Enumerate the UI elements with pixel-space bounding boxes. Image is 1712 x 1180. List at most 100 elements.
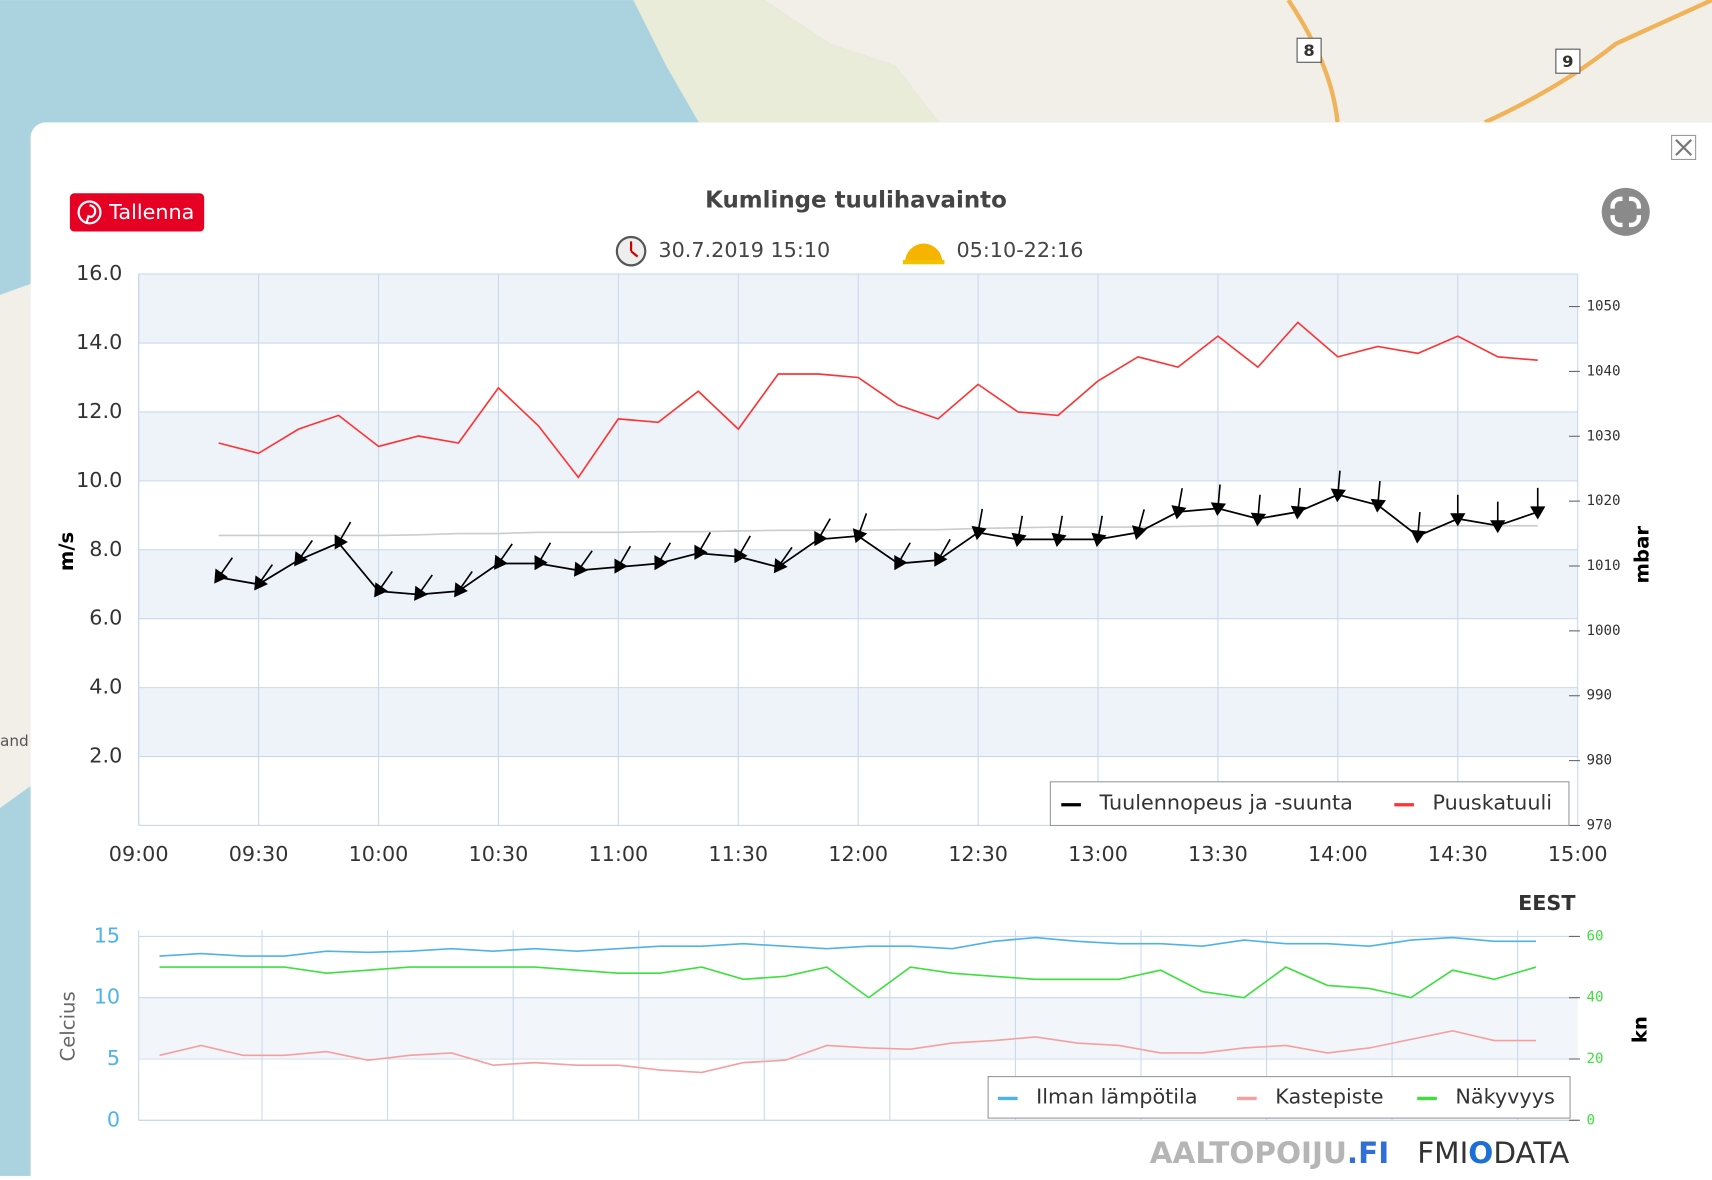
wind-arrow-head bbox=[1250, 512, 1267, 527]
wind-arrow-head bbox=[1410, 529, 1426, 544]
wind-arrow bbox=[814, 518, 831, 547]
y-tick-label: 6.0 bbox=[89, 606, 122, 630]
y2-tick-label: 60 bbox=[1586, 928, 1603, 944]
brand-part: FMI bbox=[1417, 1136, 1468, 1170]
wind-arrow bbox=[294, 539, 314, 567]
y-tick-label: 15 bbox=[94, 923, 120, 947]
save-button[interactable]: Tallenna bbox=[69, 193, 205, 232]
map-islands bbox=[633, 0, 939, 123]
wind-arrow bbox=[734, 535, 751, 564]
wind-arrow-head bbox=[573, 561, 588, 577]
wind-arrow-head bbox=[1011, 532, 1027, 547]
wind-arrow-head bbox=[1290, 505, 1306, 520]
y2-tick-label: 1020 bbox=[1586, 493, 1620, 509]
wind-arrow-head bbox=[1370, 498, 1386, 513]
wind-arrow-head bbox=[1210, 502, 1227, 517]
x-tick-label: 13:30 bbox=[1188, 842, 1248, 866]
wind-arrow bbox=[1250, 494, 1267, 527]
wind-arrow-head bbox=[773, 558, 788, 574]
legend-box bbox=[1049, 781, 1570, 827]
series-line bbox=[159, 1030, 1536, 1074]
wind-arrow bbox=[694, 532, 712, 560]
wind-arrow bbox=[1171, 488, 1187, 520]
wind-arrow bbox=[454, 570, 473, 598]
wind-arrow bbox=[1051, 515, 1067, 547]
y-tick-label: 2.0 bbox=[89, 744, 122, 768]
wind-arrow bbox=[1210, 484, 1227, 517]
wind-arrow bbox=[1370, 480, 1386, 513]
y2-tick-label: 1010 bbox=[1586, 558, 1620, 574]
wind-arrow-head bbox=[1530, 506, 1546, 520]
legend-label: Tuulennopeus ja -suunta bbox=[1098, 791, 1352, 815]
wind-arrow bbox=[1132, 509, 1147, 540]
wind-arrow-head bbox=[1132, 525, 1147, 540]
wind-arrow bbox=[614, 545, 632, 574]
wind-arrow-head bbox=[614, 558, 628, 574]
wind-arrow-head bbox=[814, 530, 828, 547]
timezone-label: EEST bbox=[1518, 891, 1576, 915]
wind-arrow-head bbox=[694, 544, 708, 560]
wind-arrow bbox=[1530, 487, 1546, 520]
wind-arrow bbox=[494, 543, 513, 570]
y-tick-label: 16.0 bbox=[76, 261, 122, 285]
x-tick-label: 10:30 bbox=[469, 842, 529, 866]
y-tick-label: 12.0 bbox=[76, 399, 122, 423]
wind-arrow bbox=[934, 538, 951, 567]
wind-arrow-head bbox=[734, 548, 748, 564]
wind-arrow-head bbox=[1171, 505, 1187, 520]
wind-arrow-head bbox=[454, 582, 468, 598]
wind-arrow-head bbox=[1450, 513, 1466, 527]
y-tick-label: 10.0 bbox=[76, 468, 122, 492]
map-label: 9 bbox=[1562, 52, 1573, 71]
y2-tick-label: 1030 bbox=[1586, 428, 1620, 444]
wind-arrow bbox=[1011, 515, 1027, 547]
y-axis-title: m/s bbox=[55, 532, 78, 571]
wind-arrow-head bbox=[934, 551, 948, 567]
wind-arrow bbox=[254, 564, 274, 591]
wind-arrow-head bbox=[852, 528, 868, 544]
road-sign bbox=[1296, 37, 1322, 63]
fullscreen-button[interactable] bbox=[1601, 187, 1650, 236]
y-tick-label: 10 bbox=[94, 985, 120, 1009]
y-tick-label: 5 bbox=[107, 1046, 120, 1070]
wind-arrow bbox=[414, 574, 433, 601]
sun-icon bbox=[902, 243, 945, 265]
brand-part: AALTOPOIJU bbox=[1150, 1136, 1347, 1170]
wind-arrow-head bbox=[334, 534, 348, 550]
wind-arrow bbox=[334, 521, 352, 550]
y2-tick-label: 1040 bbox=[1586, 363, 1620, 379]
close-button[interactable] bbox=[1671, 134, 1697, 160]
button-label: Tallenna bbox=[108, 200, 194, 224]
x-tick-label: 09:00 bbox=[109, 842, 169, 866]
legend-label: Kastepiste bbox=[1275, 1084, 1383, 1108]
y2-tick-label: 40 bbox=[1586, 990, 1603, 1006]
wind-arrow-head bbox=[1091, 532, 1107, 547]
series-line bbox=[218, 321, 1538, 479]
y-tick-label: 4.0 bbox=[89, 675, 122, 699]
wind-arrow-head bbox=[894, 555, 908, 571]
wind-arrow bbox=[534, 542, 552, 571]
wind-arrow-head bbox=[1490, 520, 1506, 534]
wind-arrow bbox=[573, 550, 593, 577]
y2-tick-label: 1000 bbox=[1586, 623, 1620, 639]
x-tick-label: 12:00 bbox=[828, 842, 888, 866]
y2-tick-label: 1050 bbox=[1586, 299, 1620, 315]
series-line bbox=[218, 493, 1539, 596]
legend-label: Ilman lämpötila bbox=[1036, 1084, 1197, 1108]
y2-tick-label: 20 bbox=[1586, 1051, 1603, 1067]
series-line bbox=[159, 936, 1536, 957]
wind-arrow-head bbox=[1051, 532, 1067, 547]
x-tick-label: 09:30 bbox=[229, 842, 289, 866]
wind-arrow bbox=[852, 513, 868, 544]
map-label: and bbox=[0, 732, 29, 750]
x-tick-label: 12:30 bbox=[948, 842, 1008, 866]
wind-arrow-head bbox=[1330, 488, 1346, 503]
x-tick-label: 14:00 bbox=[1308, 842, 1368, 866]
y-tick-label: 14.0 bbox=[76, 330, 122, 354]
wind-arrow-head bbox=[654, 555, 668, 571]
legend-box bbox=[987, 1076, 1571, 1119]
wind-arrow bbox=[1290, 487, 1306, 520]
map-land bbox=[764, 0, 1712, 123]
